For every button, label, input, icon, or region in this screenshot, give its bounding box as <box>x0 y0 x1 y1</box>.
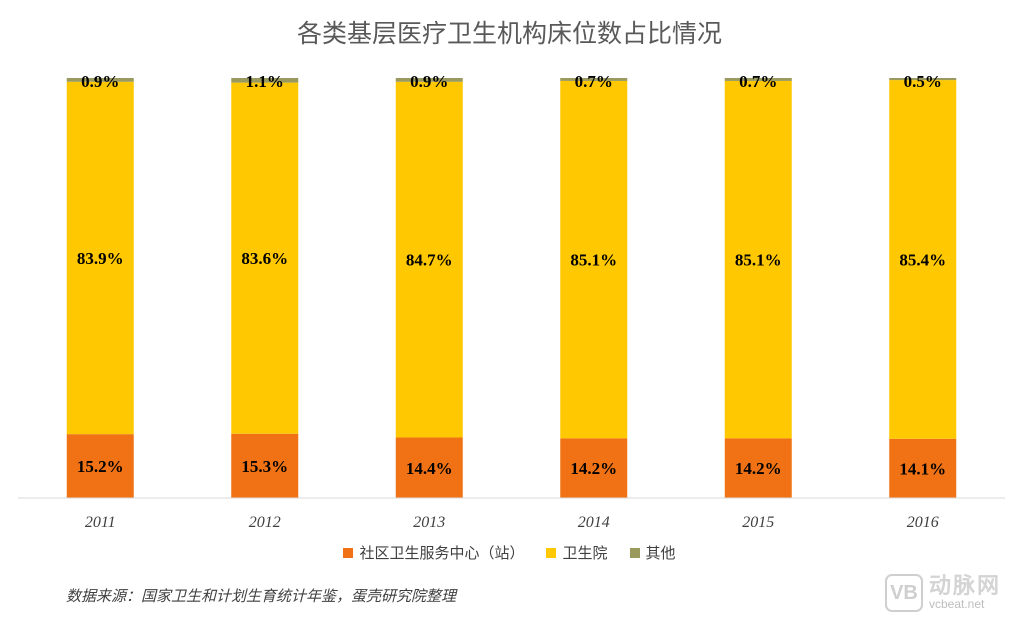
bar-community-2015 <box>724 438 792 498</box>
legend-label-other: 其他 <box>645 544 676 562</box>
legend-label-health-center: 卫生院 <box>562 544 608 562</box>
vcbeat-logo-icon: VB <box>884 574 923 612</box>
bars-group <box>66 78 957 498</box>
bar-other-2016 <box>889 78 957 81</box>
legend-item-health-center: 卫生院 <box>546 542 608 563</box>
value-label-community-2011: 15.2% <box>77 457 124 476</box>
value-label-community-2012: 15.3% <box>241 457 288 476</box>
value-label-other-2013: 0.9% <box>410 72 448 91</box>
watermark: VB 动脉网 vcbeat.net <box>884 574 1001 612</box>
value-label-community-2015: 14.2% <box>735 459 782 478</box>
bar-other-2015 <box>724 78 792 81</box>
value-label-other-2012: 1.1% <box>246 72 284 91</box>
bar-other-2013 <box>395 78 463 82</box>
watermark-text: 动脉网 vcbeat.net <box>928 574 1001 611</box>
legend-item-community: 社区卫生服务中心（站） <box>343 542 524 563</box>
value-label-health-center-2016: 85.4% <box>899 250 946 269</box>
value-label-other-2016: 0.5% <box>904 72 942 91</box>
x-tick-label-2015: 2015 <box>742 514 774 531</box>
bar-health-center-2014 <box>560 80 628 439</box>
value-label-other-2015: 0.7% <box>739 72 777 91</box>
value-label-health-center-2013: 84.7% <box>406 251 453 270</box>
legend-label-community: 社区卫生服务中心（站） <box>359 544 525 562</box>
bar-other-2014 <box>560 78 628 81</box>
value-label-health-center-2014: 85.1% <box>570 251 617 270</box>
value-labels-group: 15.2% 83.9% 0.9% 15.3% 83.6% 1.1% 14.4% 84.7% 0.… <box>77 72 946 478</box>
bar-community-2011 <box>66 434 134 498</box>
bar-health-center-2015 <box>724 80 792 439</box>
legend-swatch-health-center <box>546 547 557 558</box>
legend-swatch-community <box>343 547 354 558</box>
value-label-health-center-2012: 83.6% <box>241 249 288 268</box>
bar-health-center-2013 <box>395 81 463 438</box>
value-label-community-2013: 14.4% <box>406 459 453 478</box>
x-tick-label-2014: 2014 <box>578 514 610 531</box>
watermark-en: vcbeat.net <box>928 597 985 611</box>
bar-community-2012 <box>231 433 299 498</box>
bar-community-2014 <box>560 438 628 498</box>
x-tick-label-2013: 2013 <box>413 514 445 531</box>
source-note: 数据来源：国家卫生和计划生育统计年鉴，蛋壳研究院整理 <box>66 587 457 605</box>
legend-item-other: 其他 <box>629 542 676 563</box>
value-label-community-2016: 14.1% <box>899 459 946 478</box>
value-label-health-center-2011: 83.9% <box>77 249 124 268</box>
watermark-cn: 动脉网 <box>928 574 1001 599</box>
bar-other-2011 <box>66 78 134 82</box>
legend: 社区卫生服务中心（站） 卫生院 其他 <box>0 542 1019 563</box>
x-tick-label-2011: 2011 <box>85 514 116 531</box>
x-tick-label-2016: 2016 <box>907 514 939 531</box>
bar-other-2012 <box>231 78 299 83</box>
value-label-health-center-2015: 85.1% <box>735 251 782 270</box>
value-label-other-2011: 0.9% <box>81 72 119 91</box>
value-label-other-2014: 0.7% <box>575 72 613 91</box>
x-tick-labels-group: 2011 2012 2013 2014 2015 2016 <box>85 514 939 531</box>
bar-health-center-2012 <box>231 82 299 434</box>
bar-community-2016 <box>889 438 957 498</box>
chart-title: 各类基层医疗卫生机构床位数占比情况 <box>296 19 722 48</box>
x-tick-label-2012: 2012 <box>249 514 281 531</box>
bar-community-2013 <box>395 437 463 498</box>
value-label-community-2014: 14.2% <box>570 459 617 478</box>
legend-swatch-other <box>629 547 640 558</box>
bar-health-center-2016 <box>889 80 957 439</box>
bar-health-center-2011 <box>66 81 134 435</box>
